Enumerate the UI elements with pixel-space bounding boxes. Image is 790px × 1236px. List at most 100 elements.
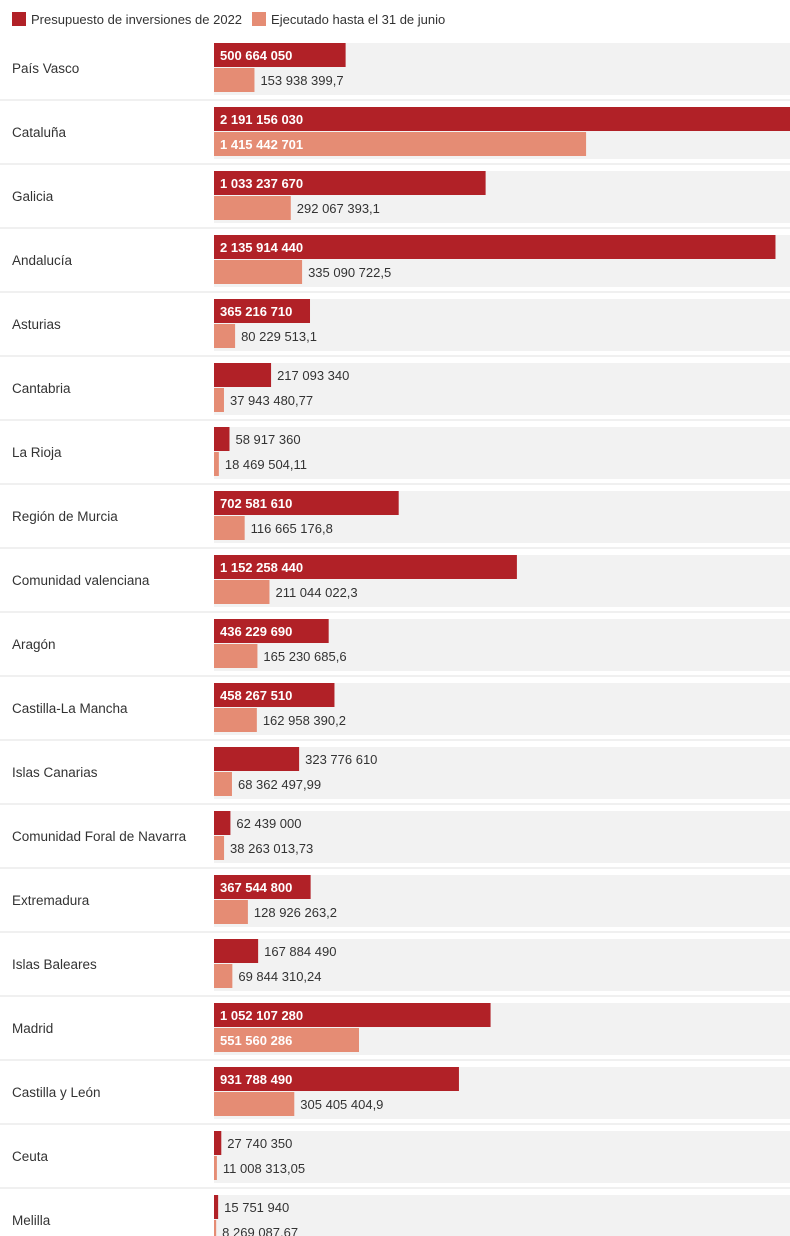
data-label-presupuesto-region-de-murcia: 702 581 610 — [220, 496, 292, 511]
category-label-melilla: Melilla — [12, 1213, 51, 1228]
bar-ejecutado-galicia — [214, 196, 291, 220]
bar-presupuesto-comunidad-foral-de-navarra — [214, 811, 231, 835]
bar-presupuesto-aragon — [214, 619, 329, 643]
bar-ejecutado-madrid — [214, 1028, 359, 1052]
legend-swatch-presupuesto — [12, 12, 26, 26]
bar-presupuesto-la-rioja — [214, 427, 230, 451]
category-label-ceuta: Ceuta — [12, 1149, 49, 1164]
category-label-asturias: Asturias — [12, 317, 61, 332]
bar-presupuesto-andalucia — [214, 235, 776, 259]
data-label-presupuesto-comunidad-valenciana: 1 152 258 440 — [220, 560, 303, 575]
category-label-islas-canarias: Islas Canarias — [12, 765, 98, 780]
category-label-castilla-la-mancha: Castilla-La Mancha — [12, 701, 128, 716]
data-label-presupuesto-melilla: 15 751 940 — [224, 1200, 289, 1215]
data-label-presupuesto-andalucia: 2 135 914 440 — [220, 240, 303, 255]
category-label-comunidad-valenciana: Comunidad valenciana — [12, 573, 150, 588]
data-label-presupuesto-cataluna: 2 191 156 030 — [220, 112, 303, 127]
row-background-melilla — [214, 1195, 790, 1236]
data-label-presupuesto-extremadura: 367 544 800 — [220, 880, 292, 895]
bar-presupuesto-castilla-la-mancha — [214, 683, 335, 707]
bar-presupuesto-cataluna — [214, 107, 790, 131]
category-label-islas-baleares: Islas Baleares — [12, 957, 97, 972]
row-background-islas-canarias — [214, 747, 790, 799]
chart-legend: Presupuesto de inversiones de 2022 Ejecu… — [12, 10, 455, 28]
bar-presupuesto-region-de-murcia — [214, 491, 399, 515]
bar-ejecutado-extremadura — [214, 900, 248, 924]
bar-ejecutado-andalucia — [214, 260, 303, 284]
data-label-ejecutado-comunidad-valenciana: 211 044 022,3 — [275, 585, 357, 600]
bar-presupuesto-madrid — [214, 1003, 491, 1027]
bar-ejecutado-asturias — [214, 324, 236, 348]
data-label-presupuesto-pais-vasco: 500 664 050 — [220, 48, 292, 63]
bar-presupuesto-galicia — [214, 171, 486, 195]
category-label-cataluna: Cataluña — [12, 125, 67, 140]
bar-presupuesto-comunidad-valenciana — [214, 555, 517, 579]
data-label-ejecutado-aragon: 165 230 685,6 — [263, 649, 346, 664]
row-background-comunidad-foral-de-navarra — [214, 811, 790, 863]
bar-presupuesto-ceuta — [214, 1131, 222, 1155]
bar-ejecutado-ceuta — [214, 1156, 217, 1180]
data-label-ejecutado-la-rioja: 18 469 504,11 — [225, 457, 307, 472]
bar-ejecutado-region-de-murcia — [214, 516, 245, 540]
row-background-la-rioja — [214, 427, 790, 479]
bar-presupuesto-extremadura — [214, 875, 311, 899]
category-label-andalucia: Andalucía — [12, 253, 73, 268]
data-label-presupuesto-castilla-y-leon: 931 788 490 — [220, 1072, 292, 1087]
data-label-presupuesto-aragon: 436 229 690 — [220, 624, 292, 639]
data-label-ejecutado-castilla-la-mancha: 162 958 390,2 — [263, 713, 346, 728]
bar-ejecutado-la-rioja — [214, 452, 219, 476]
data-label-ejecutado-islas-canarias: 68 362 497,99 — [238, 777, 321, 792]
row-background-islas-baleares — [214, 939, 790, 991]
row-background-ceuta — [214, 1131, 790, 1183]
legend-item-presupuesto: Presupuesto de inversiones de 2022 — [12, 12, 242, 27]
category-label-region-de-murcia: Región de Murcia — [12, 509, 118, 524]
data-label-ejecutado-galicia: 292 067 393,1 — [297, 201, 380, 216]
bar-ejecutado-melilla — [214, 1220, 217, 1236]
bar-ejecutado-comunidad-valenciana — [214, 580, 270, 604]
data-label-presupuesto-ceuta: 27 740 350 — [227, 1136, 292, 1151]
bar-ejecutado-castilla-la-mancha — [214, 708, 257, 732]
data-label-ejecutado-region-de-murcia: 116 665 176,8 — [251, 521, 333, 536]
bar-ejecutado-comunidad-foral-de-navarra — [214, 836, 225, 860]
data-label-ejecutado-asturias: 80 229 513,1 — [241, 329, 317, 344]
bar-presupuesto-castilla-y-leon — [214, 1067, 459, 1091]
data-label-presupuesto-galicia: 1 033 237 670 — [220, 176, 303, 191]
bar-chart: País Vasco 500 664 050 153 938 399,7 Catalu… — [0, 43, 790, 1236]
category-label-galicia: Galicia — [12, 189, 54, 204]
bar-ejecutado-pais-vasco — [214, 68, 255, 92]
legend-swatch-ejecutado — [252, 12, 267, 26]
data-label-ejecutado-cantabria: 37 943 480,77 — [230, 393, 313, 408]
bar-presupuesto-melilla — [214, 1195, 219, 1219]
category-label-madrid: Madrid — [12, 1021, 53, 1036]
category-label-aragon: Aragón — [12, 637, 56, 652]
data-label-ejecutado-comunidad-foral-de-navarra: 38 263 013,73 — [230, 841, 313, 856]
category-label-la-rioja: La Rioja — [12, 445, 62, 460]
category-label-pais-vasco: País Vasco — [12, 61, 79, 76]
legend-label-ejecutado: Ejecutado hasta el 31 de junio — [271, 11, 446, 27]
data-label-presupuesto-castilla-la-mancha: 458 267 510 — [220, 688, 292, 703]
data-label-presupuesto-asturias: 365 216 710 — [220, 304, 292, 319]
bar-ejecutado-castilla-y-leon — [214, 1092, 295, 1116]
data-label-presupuesto-cantabria: 217 093 340 — [277, 368, 349, 383]
data-label-ejecutado-andalucia: 335 090 722,5 — [308, 265, 391, 280]
category-label-extremadura: Extremadura — [12, 893, 90, 908]
data-label-ejecutado-melilla: 8 269 087,67 — [222, 1225, 298, 1236]
data-label-presupuesto-madrid: 1 052 107 280 — [220, 1008, 303, 1023]
data-label-ejecutado-cataluna: 1 415 442 701 — [220, 137, 303, 152]
legend-label-presupuesto: Presupuesto de inversiones de 2022 — [31, 11, 243, 27]
category-label-comunidad-foral-de-navarra: Comunidad Foral de Navarra — [12, 829, 187, 844]
data-label-ejecutado-castilla-y-leon: 305 405 404,9 — [300, 1097, 383, 1112]
data-label-ejecutado-ceuta: 11 008 313,05 — [223, 1161, 305, 1176]
category-label-castilla-y-leon: Castilla y León — [12, 1085, 101, 1100]
bar-presupuesto-asturias — [214, 299, 311, 323]
category-label-cantabria: Cantabria — [12, 381, 71, 396]
data-label-ejecutado-islas-baleares: 69 844 310,24 — [238, 969, 321, 984]
data-label-ejecutado-pais-vasco: 153 938 399,7 — [260, 73, 343, 88]
bar-ejecutado-cataluna — [214, 132, 587, 156]
bar-presupuesto-pais-vasco — [214, 43, 346, 67]
data-label-ejecutado-madrid: 551 560 286 — [220, 1033, 292, 1048]
bar-ejecutado-islas-baleares — [214, 964, 233, 988]
row-background-cantabria — [214, 363, 790, 415]
bar-presupuesto-cantabria — [214, 363, 272, 387]
data-label-presupuesto-islas-baleares: 167 884 490 — [264, 944, 336, 959]
